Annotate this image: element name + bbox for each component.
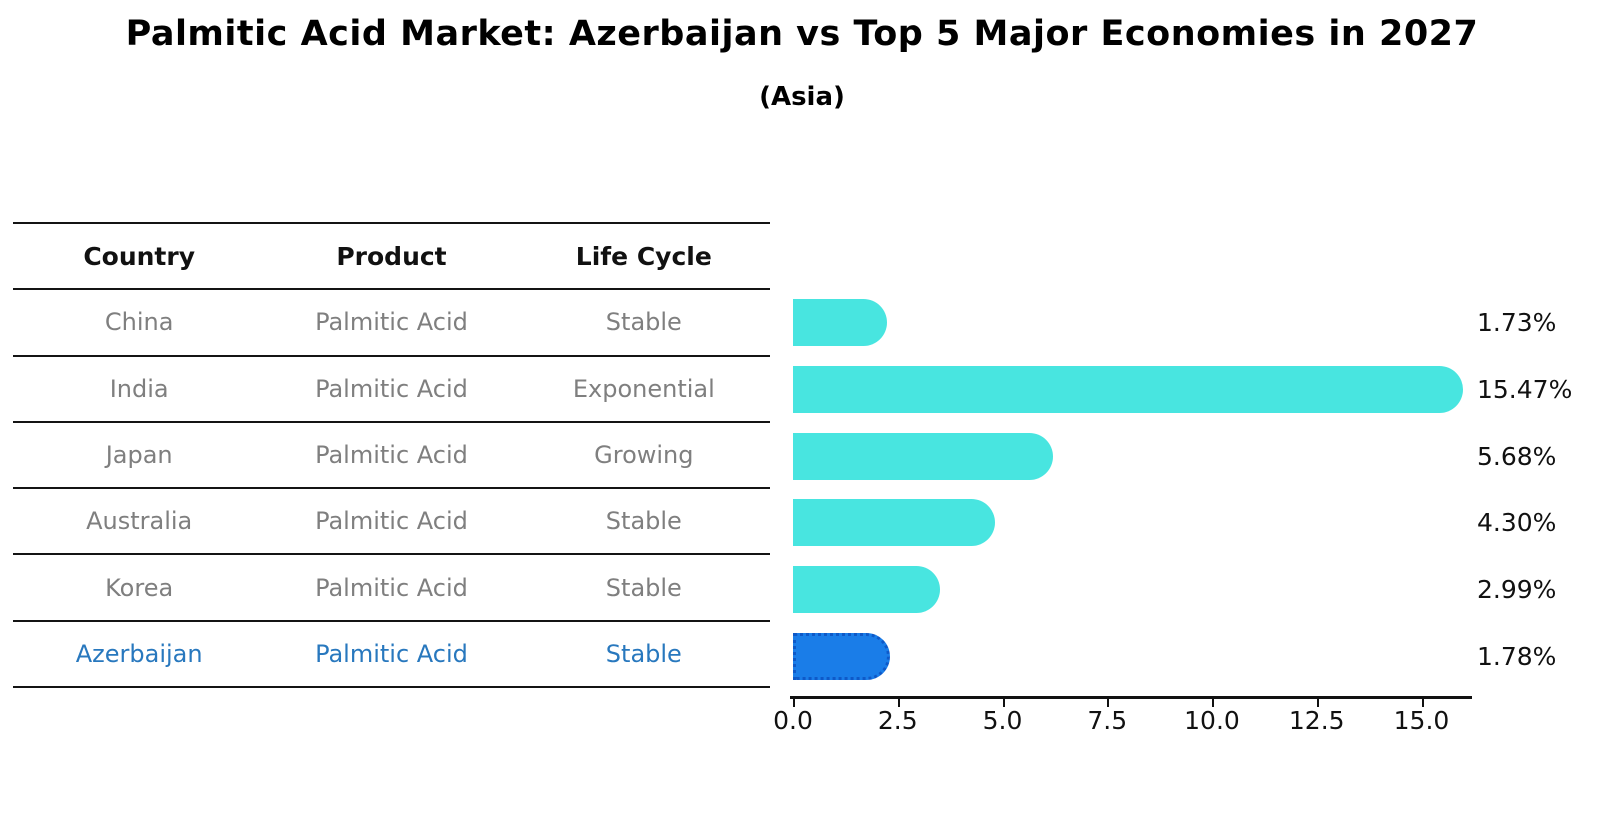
- x-tick-label: 12.5: [1288, 706, 1345, 735]
- x-tick-mark: [1316, 698, 1319, 707]
- x-tick-mark: [1107, 698, 1110, 707]
- table-cell-product: Palmitic Acid: [315, 441, 468, 470]
- table-cell-country: Korea: [105, 573, 174, 602]
- x-tick-label: 7.5: [1087, 706, 1128, 735]
- value-label-japan: 5.68%: [1477, 441, 1557, 471]
- bar-china: [793, 298, 888, 346]
- table-cell-country: Azerbaijan: [75, 639, 203, 668]
- table-cell-product: Palmitic Acid: [315, 308, 468, 337]
- bar-india: [793, 365, 1464, 413]
- table-cell-product: Palmitic Acid: [315, 573, 468, 602]
- table-header-country: Country: [83, 241, 196, 271]
- table-cell-life-cycle: Stable: [605, 639, 682, 668]
- x-tick-mark: [793, 698, 795, 707]
- value-label-india: 15.47%: [1477, 374, 1573, 404]
- table-row-japan: Japan Palmitic Acid Growing: [13, 423, 770, 490]
- x-tick-label: 5.0: [982, 706, 1023, 735]
- chart-title: Palmitic Acid Market: Azerbaijan vs Top …: [125, 14, 1479, 54]
- table-cell-life-cycle: Stable: [605, 308, 682, 337]
- bar-japan: [793, 432, 1053, 480]
- value-label-china: 1.73%: [1477, 307, 1557, 337]
- table-header-product: Product: [336, 241, 447, 271]
- table-cell-life-cycle: Growing: [594, 441, 694, 470]
- chart-subtitle: (Asia): [759, 82, 845, 112]
- table-row-azerbaijan: Azerbaijan Palmitic Acid Stable: [13, 622, 770, 689]
- x-axis-line: [790, 696, 1472, 699]
- table-cell-life-cycle: Stable: [605, 573, 682, 602]
- table-row-australia: Australia Palmitic Acid Stable: [13, 489, 770, 556]
- x-tick-mark: [1002, 698, 1005, 707]
- value-label-australia: 4.30%: [1477, 508, 1557, 538]
- value-label-azerbaijan: 1.78%: [1477, 641, 1557, 671]
- x-tick-mark: [1421, 698, 1424, 707]
- bar-korea: [793, 566, 941, 614]
- bar-australia: [793, 499, 996, 547]
- table-cell-life-cycle: Exponential: [572, 374, 715, 403]
- value-label-korea: 2.99%: [1477, 575, 1557, 605]
- table-cell-life-cycle: Stable: [605, 507, 682, 536]
- table-cell-country: India: [109, 374, 169, 403]
- table-cell-country: China: [104, 308, 174, 337]
- table-header-row: Country Product Life Cycle: [13, 222, 770, 291]
- x-tick-mark: [897, 698, 900, 707]
- table-row-india: India Palmitic Acid Exponential: [13, 357, 770, 423]
- table-cell-country: Japan: [105, 441, 173, 470]
- table-header-life-cycle: Life Cycle: [575, 241, 712, 271]
- table-cell-product: Palmitic Acid: [315, 639, 468, 668]
- x-tick-label: 0.0: [773, 706, 813, 735]
- table-row-korea: Korea Palmitic Acid Stable: [13, 555, 770, 622]
- table-row-china: China Palmitic Acid Stable: [13, 290, 770, 357]
- table-cell-product: Palmitic Acid: [315, 374, 468, 403]
- table-cell-product: Palmitic Acid: [315, 507, 468, 536]
- table-cell-country: Australia: [86, 507, 193, 536]
- x-tick-label: 15.0: [1393, 706, 1450, 735]
- x-tick-label: 10.0: [1184, 706, 1240, 735]
- x-tick-label: 2.5: [877, 706, 918, 735]
- x-tick-mark: [1212, 698, 1214, 707]
- bar-azerbaijan: [793, 632, 890, 680]
- country-table: Country Product Life Cycle China Palmitic Ac…: [13, 222, 770, 689]
